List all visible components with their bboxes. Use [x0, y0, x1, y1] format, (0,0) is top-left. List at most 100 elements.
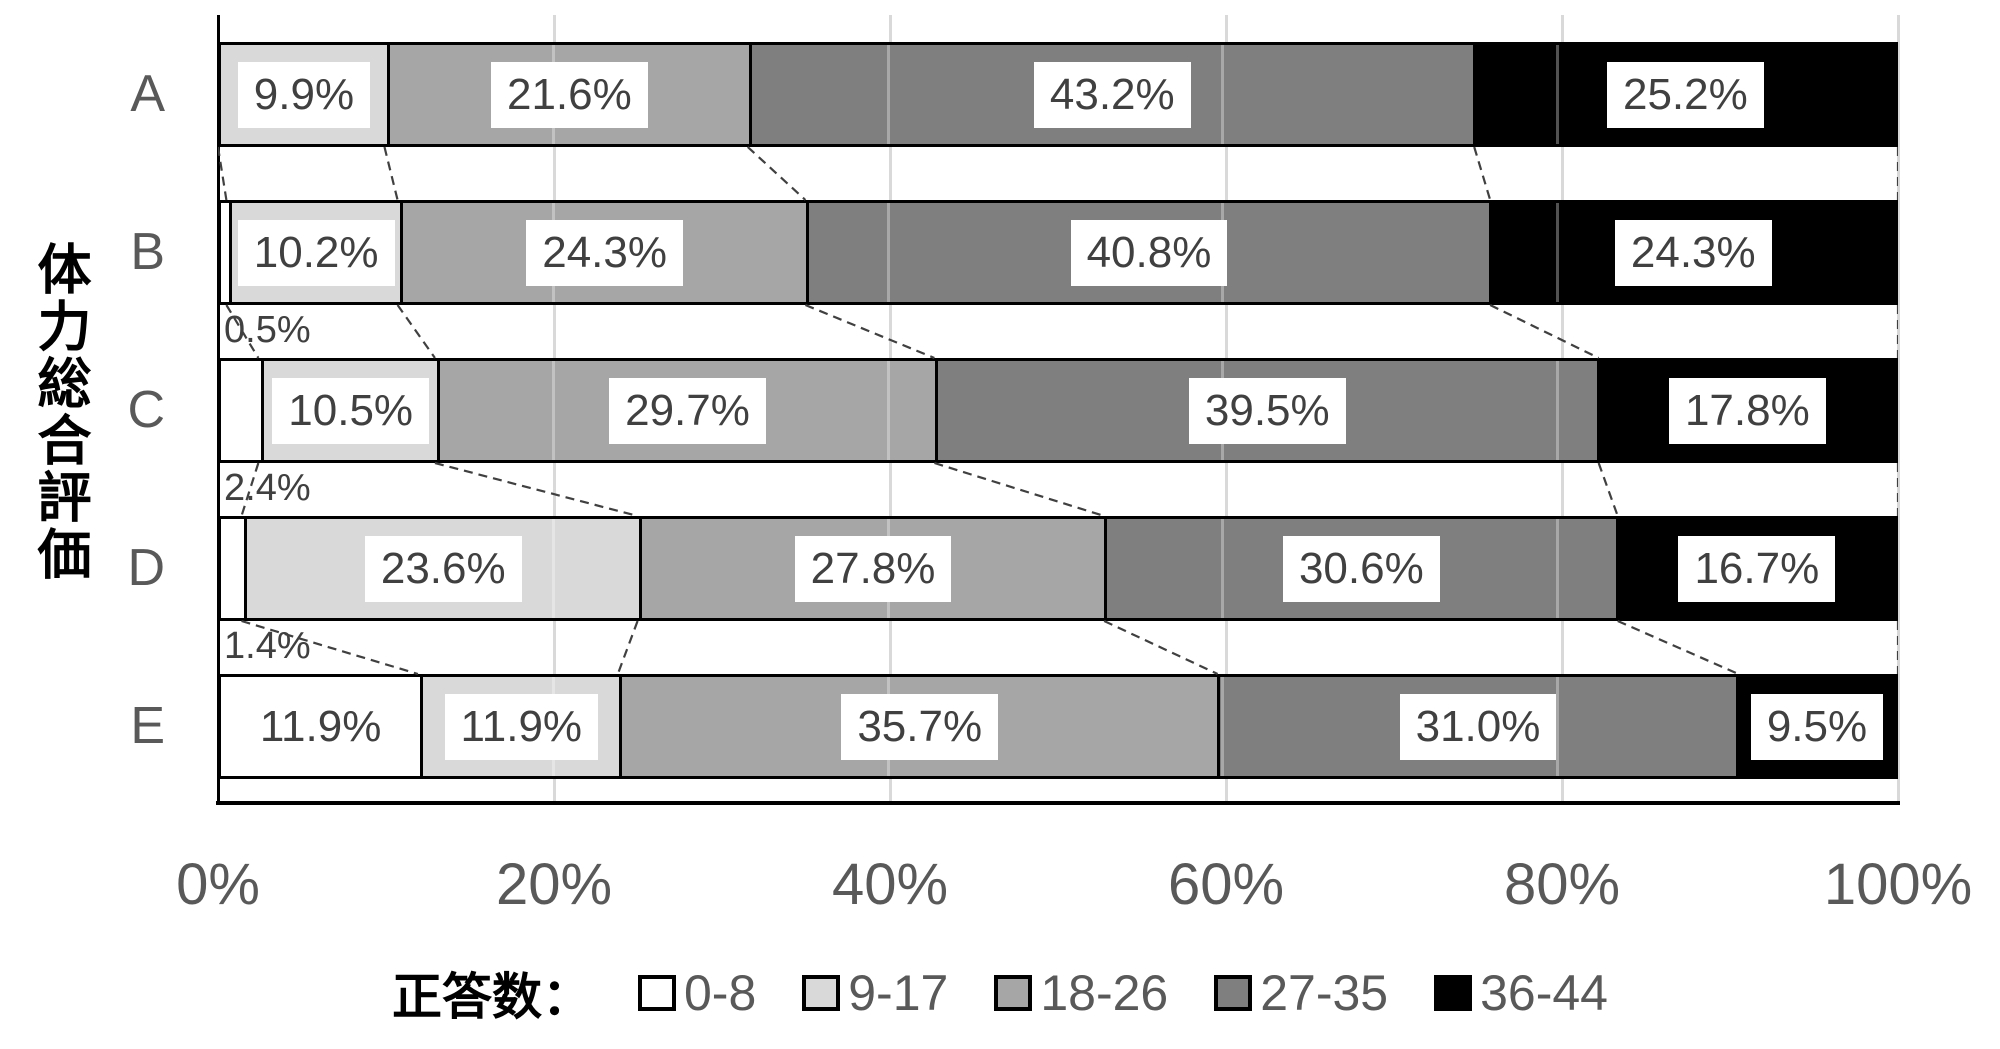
data-label: 39.5% [1188, 377, 1346, 444]
outside-data-label-B: 0.5% [224, 309, 311, 351]
legend-title: 正答数： [391, 969, 592, 1025]
data-label: 9.5% [1750, 693, 1884, 760]
category-label-B: B [130, 223, 165, 281]
legend-label: 36-44 [1480, 965, 1608, 1021]
series-line [1597, 462, 1619, 517]
gridline-overlay [1556, 203, 1560, 302]
data-label: 11.9% [444, 693, 599, 760]
x-axis-tick-labels: 0% 20% 40% 60% 80% 100% [176, 850, 1972, 920]
bar-segment-C-18-26: 29.7% [437, 361, 935, 460]
bar-segment-B-18-26: 24.3% [399, 203, 807, 302]
series-line [1103, 620, 1219, 675]
legend-label: 27-35 [1260, 965, 1389, 1021]
bar-segment-E-36-44: 9.5% [1735, 677, 1895, 776]
legend-item-9-17: 9-17 [802, 964, 948, 1022]
y-axis-title: 体力総合評価 [29, 241, 89, 583]
legend-swatch [1214, 975, 1253, 1011]
bar-segment-C-0-8 [221, 361, 262, 460]
bar-segment-E-27-35: 31.0% [1217, 677, 1736, 776]
data-label: 30.6% [1282, 535, 1440, 602]
data-label: 24.3% [526, 219, 683, 286]
data-label: 10.5% [272, 377, 430, 444]
gridline-overlay [1556, 677, 1560, 776]
legend-label: 0-8 [683, 965, 757, 1021]
series-line [1473, 146, 1492, 201]
x-tick-label: 40% [831, 852, 949, 917]
bar-row-B: 10.2% 24.3% 40.8% 24.3% [218, 200, 1898, 305]
bar-segment-B-27-35: 40.8% [806, 203, 1489, 302]
bar-row-D: 23.6% 27.8% 30.6% 16.7% [218, 516, 1898, 621]
legend-item-0-8: 0-8 [637, 964, 757, 1022]
series-line [1489, 304, 1600, 359]
bar-row-E: 11.9% 11.9% 35.7% 31.0% 9.5% [218, 674, 1898, 779]
series-line [1617, 619, 1739, 676]
x-tick-label: 60% [1167, 852, 1285, 917]
series-line [434, 461, 638, 518]
bar-segment-D-9-17: 23.6% [244, 519, 640, 618]
legend: 正答数： 0-8 9-17 18-26 27-35 36-44 [0, 948, 2000, 1038]
outside-data-label-D: 1.4% [224, 625, 311, 667]
legend-label: 9-17 [848, 965, 949, 1021]
gridline-overlay [886, 361, 890, 460]
legend-item-36-44: 36-44 [1434, 964, 1608, 1022]
bar-segment-D-36-44: 16.7% [1615, 519, 1895, 618]
data-label: 16.7% [1678, 535, 1836, 602]
legend-swatch [1434, 975, 1473, 1011]
bar-segment-E-9-17: 11.9% [420, 677, 620, 776]
series-line [804, 303, 935, 360]
bar-segment-C-36-44: 17.8% [1596, 361, 1895, 460]
bar-segment-B-9-17: 10.2% [229, 203, 400, 302]
data-label: 21.6% [490, 61, 648, 128]
legend-swatch [802, 975, 841, 1011]
series-line [396, 304, 436, 359]
series-line [383, 146, 399, 201]
x-tick-label: 100% [1823, 852, 1973, 917]
data-label: 43.2% [1033, 61, 1191, 128]
bar-segment-A-18-26: 21.6% [386, 45, 749, 144]
bar-row-A: 9.9% 21.6% 43.2% 25.2% [218, 42, 1898, 147]
category-label-C: C [127, 381, 165, 439]
x-axis-line [216, 801, 1900, 805]
gridline-overlay [551, 519, 555, 618]
bar-segment-A-36-44: 25.2% [1472, 45, 1895, 144]
x-tick-label: 20% [495, 852, 613, 917]
series-line [616, 620, 639, 675]
bar-segment-D-27-35: 30.6% [1103, 519, 1616, 618]
data-label: 31.0% [1399, 693, 1557, 760]
bar-segment-D-18-26: 27.8% [639, 519, 1104, 618]
bar-row-C: 10.5% 29.7% 39.5% 17.8% [218, 358, 1898, 463]
gridline-overlay [1556, 361, 1560, 460]
bar-segment-A-9-17: 9.9% [221, 45, 387, 144]
data-label: 11.9% [243, 693, 398, 760]
gridline-overlay [1556, 519, 1560, 618]
category-label-E: E [130, 697, 165, 755]
data-label: 23.6% [364, 535, 522, 602]
category-label-A: A [130, 65, 165, 123]
data-label: 40.8% [1070, 219, 1228, 286]
gridline-overlay [886, 203, 890, 302]
data-label: 25.2% [1606, 61, 1764, 128]
gridline-overlay [551, 361, 555, 460]
bar-segment-C-9-17: 10.5% [261, 361, 438, 460]
bar-segment-E-0-8: 11.9% [221, 677, 421, 776]
data-label: 9.9% [237, 61, 371, 128]
data-label: 17.8% [1668, 377, 1826, 444]
legend-swatch [637, 975, 676, 1011]
legend-label: 18-26 [1040, 965, 1169, 1021]
gridline-overlay [1556, 45, 1560, 144]
data-label: 27.8% [794, 535, 952, 602]
bar-segment-B-36-44: 24.3% [1488, 203, 1895, 302]
legend-item-18-26: 18-26 [994, 964, 1168, 1022]
plot-area: 9.9% 21.6% 43.2% 25.2% 10.2% 24.3% 40.8% 24.3% 1… [216, 15, 1900, 805]
bar-segment-B-0-8 [221, 203, 230, 302]
gridline-overlay [886, 45, 890, 144]
gridline-overlay [1221, 519, 1225, 618]
x-tick-label: 0% [176, 852, 260, 917]
outside-data-label-C: 2.4% [224, 467, 311, 509]
data-label: 29.7% [609, 377, 766, 444]
legend-item-27-35: 27-35 [1214, 964, 1388, 1022]
legend-items: 0-8 9-17 18-26 27-35 36-44 [637, 964, 1608, 1022]
data-label: 35.7% [841, 693, 999, 760]
gridline-overlay [1221, 677, 1225, 776]
